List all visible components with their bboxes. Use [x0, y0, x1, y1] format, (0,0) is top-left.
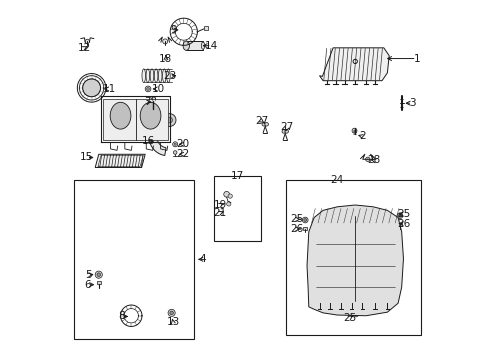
Polygon shape	[319, 48, 388, 81]
Text: 15: 15	[80, 153, 93, 162]
Ellipse shape	[140, 102, 161, 129]
Circle shape	[262, 122, 265, 126]
Text: 4: 4	[199, 254, 205, 264]
Text: 22: 22	[176, 149, 189, 159]
Text: 25: 25	[396, 209, 409, 219]
Circle shape	[264, 122, 268, 126]
Text: 27: 27	[255, 116, 268, 126]
Text: 13: 13	[166, 317, 179, 327]
Bar	[203, 26, 208, 30]
Bar	[285, 180, 421, 336]
Text: 19: 19	[213, 200, 226, 210]
Circle shape	[303, 219, 306, 221]
Polygon shape	[306, 205, 403, 316]
Ellipse shape	[183, 41, 189, 50]
Circle shape	[224, 192, 229, 197]
Ellipse shape	[142, 69, 145, 82]
Circle shape	[168, 309, 175, 316]
Circle shape	[354, 312, 357, 315]
Circle shape	[173, 151, 177, 154]
Text: 25: 25	[290, 214, 304, 224]
Text: 8: 8	[119, 311, 125, 321]
Text: 21: 21	[213, 208, 226, 218]
Ellipse shape	[314, 234, 338, 269]
Bar	[185, 41, 203, 50]
Circle shape	[172, 142, 177, 147]
Text: 26: 26	[290, 224, 304, 234]
Circle shape	[169, 311, 173, 315]
Text: 16: 16	[141, 136, 154, 147]
Text: 27: 27	[280, 122, 293, 132]
Text: 23: 23	[163, 71, 176, 81]
Circle shape	[163, 39, 167, 44]
Text: 2: 2	[358, 131, 365, 141]
Text: 10: 10	[151, 84, 164, 94]
Text: 24: 24	[329, 175, 343, 185]
Bar	[74, 180, 194, 339]
Text: 6: 6	[84, 280, 91, 290]
Text: 14: 14	[204, 41, 218, 51]
Text: 3: 3	[408, 98, 415, 108]
Text: 9: 9	[170, 25, 177, 35]
Bar	[303, 227, 307, 230]
Ellipse shape	[368, 234, 391, 269]
Ellipse shape	[158, 69, 162, 82]
Circle shape	[82, 79, 101, 97]
Circle shape	[365, 157, 369, 161]
Circle shape	[97, 273, 101, 276]
Circle shape	[226, 202, 230, 206]
Bar	[97, 282, 101, 284]
Ellipse shape	[150, 69, 153, 82]
Ellipse shape	[146, 69, 149, 82]
Ellipse shape	[154, 69, 158, 82]
Text: 20: 20	[176, 139, 189, 149]
Ellipse shape	[110, 102, 131, 129]
Text: 17: 17	[230, 171, 244, 181]
Polygon shape	[95, 154, 145, 167]
Circle shape	[398, 214, 401, 217]
Circle shape	[85, 39, 89, 44]
Circle shape	[163, 114, 176, 126]
Polygon shape	[149, 119, 166, 156]
Bar	[214, 176, 260, 241]
Ellipse shape	[166, 69, 170, 82]
Circle shape	[166, 117, 172, 123]
Text: 1: 1	[412, 54, 419, 64]
Circle shape	[174, 143, 176, 145]
Circle shape	[227, 194, 232, 198]
Ellipse shape	[201, 42, 204, 49]
Text: 5: 5	[84, 270, 91, 280]
Bar	[103, 99, 167, 140]
Text: 18: 18	[159, 54, 172, 64]
Text: 25: 25	[343, 312, 356, 323]
Circle shape	[285, 130, 288, 133]
Circle shape	[146, 87, 149, 90]
Ellipse shape	[162, 69, 166, 82]
Text: 26: 26	[396, 219, 409, 229]
Circle shape	[302, 217, 307, 223]
Circle shape	[282, 130, 285, 133]
Circle shape	[145, 86, 151, 92]
Bar	[397, 223, 401, 226]
Circle shape	[396, 213, 402, 219]
Circle shape	[95, 271, 102, 278]
Circle shape	[151, 97, 155, 102]
Circle shape	[351, 128, 356, 133]
Text: 12: 12	[78, 43, 91, 53]
Text: 7: 7	[144, 97, 150, 107]
Text: 28: 28	[366, 156, 380, 165]
Circle shape	[352, 311, 358, 317]
Text: 11: 11	[102, 84, 116, 94]
